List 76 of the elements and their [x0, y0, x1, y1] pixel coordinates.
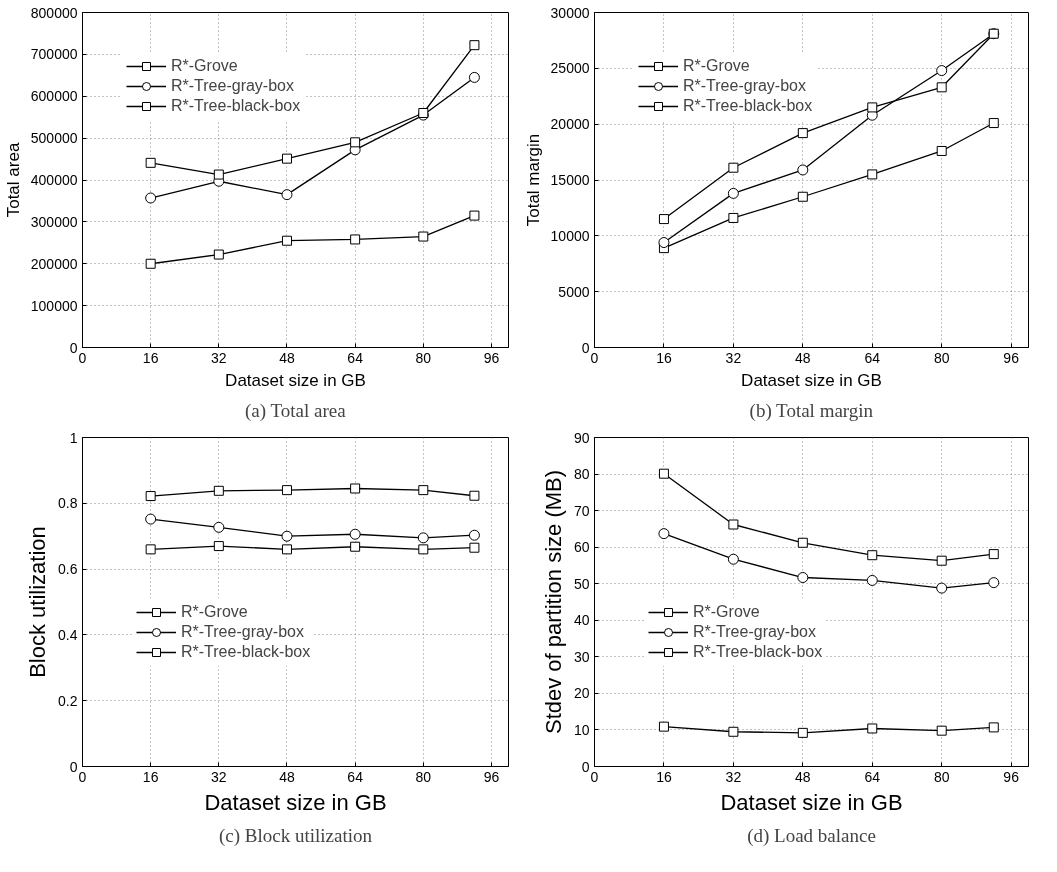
y-tick-label: 1 [69, 429, 78, 446]
y-axis-title: Total margin [523, 133, 543, 227]
x-tick-label: 32 [725, 768, 742, 785]
y-tick-label: 30 [573, 648, 590, 665]
legend-label: R*-Tree-black-box [181, 643, 311, 661]
y-tick-label: 800000 [30, 4, 78, 21]
y-tick-label: 50 [573, 575, 590, 592]
x-axis-title: Dataset size in GB [720, 789, 903, 815]
y-tick-label: 700000 [30, 46, 78, 63]
y-tick-label: 80 [573, 466, 590, 483]
legend-label: R*-Tree-gray-box [181, 623, 304, 641]
y-axis-title: Stdev of partition size (MB) [540, 469, 566, 735]
y-tick-label: 200000 [30, 255, 78, 272]
legend-label: R*-Tree-gray-box [683, 77, 806, 95]
x-tick-label: 16 [142, 349, 159, 366]
legend-label: R*-Grove [683, 57, 750, 75]
legend-label: R*-Tree-black-box [171, 97, 301, 115]
x-tick-label: 32 [725, 349, 742, 366]
x-tick-label: 64 [347, 768, 364, 785]
y-tick-label: 15000 [550, 172, 590, 188]
x-tick-label: 64 [864, 768, 881, 785]
x-tick-label: 96 [1003, 349, 1020, 366]
y-tick-label: 20 [573, 685, 590, 702]
legend-label: R*-Tree-black-box [683, 97, 813, 115]
text: (c) Block utilization [218, 824, 373, 847]
x-tick-label: 80 [933, 349, 950, 366]
text: (a) Total area [245, 399, 347, 422]
y-tick-label: 0.8 [58, 495, 78, 512]
x-tick-label: 96 [1003, 768, 1020, 785]
y-tick-label: 500000 [30, 130, 78, 147]
x-tick-label: 96 [483, 349, 500, 366]
y-tick-label: 400000 [30, 172, 78, 188]
y-tick-label: 30000 [550, 4, 590, 21]
x-tick-label: 16 [142, 768, 159, 785]
legend-label: R*-Grove [693, 603, 760, 621]
y-tick-label: 20000 [550, 116, 590, 133]
x-tick-label: 80 [415, 349, 432, 366]
text: (b) Total margin [749, 399, 874, 422]
y-tick-label: 40 [573, 612, 590, 629]
y-tick-label: 90 [573, 429, 590, 446]
x-axis-title: Dataset size in GB [204, 789, 387, 815]
y-tick-label: 300000 [30, 213, 78, 230]
text: (d) Load balance [747, 824, 876, 847]
y-tick-label: 600000 [30, 88, 78, 105]
x-tick-label: 48 [279, 349, 295, 366]
y-tick-label: 100000 [30, 297, 78, 314]
x-tick-label: 96 [483, 768, 500, 785]
x-tick-label: 64 [347, 349, 364, 366]
y-tick-label: 70 [573, 502, 590, 519]
y-tick-label: 0.2 [58, 692, 78, 709]
y-axis-title: Block utilization [25, 526, 51, 678]
x-tick-label: 16 [656, 349, 672, 366]
y-tick-label: 25000 [550, 60, 590, 77]
y-axis-title: Total area [3, 142, 23, 218]
x-tick-label: 80 [415, 768, 432, 785]
x-tick-label: 48 [795, 349, 811, 366]
x-tick-label: 48 [279, 768, 295, 785]
x-axis-title: Dataset size in GB [225, 370, 366, 390]
legend-label: R*-Grove [181, 603, 248, 621]
legend-label: R*-Tree-gray-box [693, 623, 816, 641]
x-tick-label: 16 [656, 768, 672, 785]
x-tick-label: 48 [795, 768, 811, 785]
y-tick-label: 10 [573, 721, 590, 738]
y-tick-label: 0.4 [58, 626, 78, 643]
legend-label: R*-Tree-black-box [693, 643, 823, 661]
x-tick-label: 80 [933, 768, 950, 785]
legend-label: R*-Tree-gray-box [171, 77, 294, 95]
x-tick-label: 32 [211, 349, 227, 366]
x-tick-label: 64 [864, 349, 881, 366]
y-tick-label: 5000 [558, 283, 590, 300]
legend-label: R*-Grove [171, 57, 238, 75]
y-tick-label: 10000 [550, 227, 590, 244]
x-tick-label: 32 [211, 768, 227, 785]
y-tick-label: 0.6 [58, 561, 78, 578]
x-axis-title: Dataset size in GB [741, 370, 882, 390]
y-tick-label: 60 [573, 539, 590, 556]
